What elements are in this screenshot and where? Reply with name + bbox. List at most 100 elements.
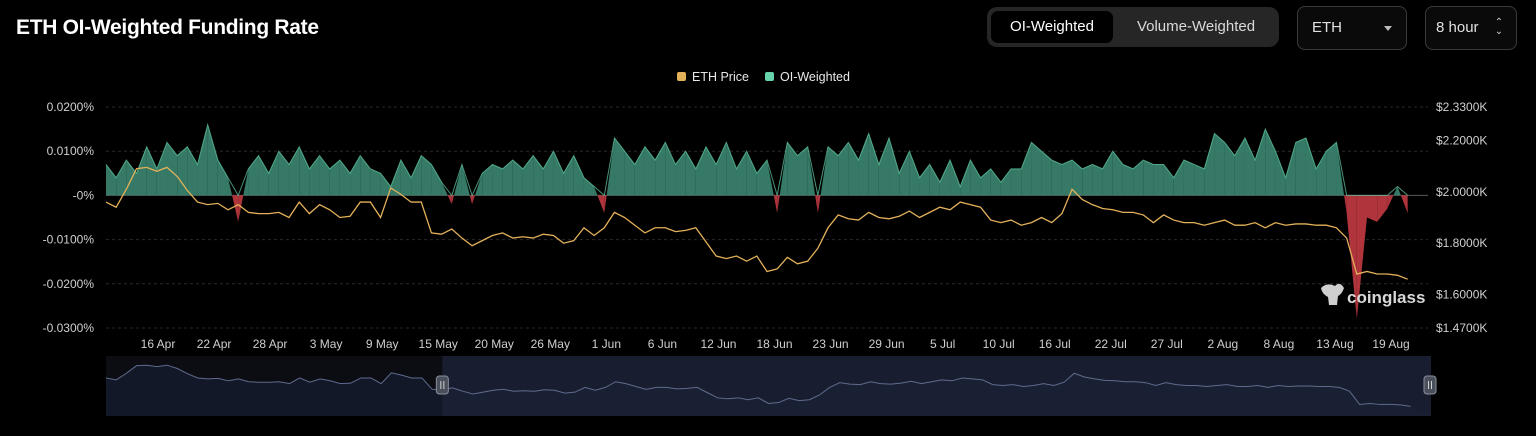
- funding-positive-segment: [1183, 160, 1195, 196]
- navigator-right-handle[interactable]: [1423, 375, 1437, 395]
- page-title: ETH OI-Weighted Funding Rate: [16, 16, 319, 39]
- funding-positive-segment: [1326, 142, 1337, 196]
- funding-negative-segment: [451, 195, 455, 205]
- funding-positive-segment: [512, 160, 523, 196]
- x-tick-label: 20 May: [475, 337, 514, 351]
- funding-positive-segment: [1244, 137, 1256, 196]
- funding-negative-segment: [773, 195, 778, 214]
- x-tick-label: 1 Jun: [592, 337, 621, 351]
- funding-positive-segment: [807, 146, 816, 196]
- funding-positive-segment: [594, 186, 598, 196]
- funding-positive-segment: [1143, 160, 1154, 196]
- interval-select-value: 8 hour: [1436, 19, 1479, 36]
- funding-positive-segment: [1112, 151, 1123, 196]
- funding-positive-segment: [848, 142, 859, 196]
- legend: ETH Price OI-Weighted: [677, 70, 850, 84]
- funding-positive-segment: [1021, 142, 1032, 196]
- funding-negative-segment: [1356, 195, 1367, 320]
- funding-positive-segment: [909, 151, 920, 196]
- grid: [106, 106, 1428, 329]
- funding-positive-segment: [736, 151, 747, 196]
- funding-positive-segment: [1133, 160, 1144, 196]
- volume-weighted-tab[interactable]: Volume-Weighted: [1136, 18, 1256, 35]
- left-tick-label: 0.0200%: [47, 100, 95, 114]
- funding-positive-segment: [1102, 151, 1113, 196]
- x-tick-label: 22 Apr: [197, 337, 232, 351]
- funding-positive-segment: [136, 146, 147, 196]
- funding-positive-segment: [177, 146, 188, 196]
- funding-positive-segment: [970, 160, 981, 196]
- oi-weighted-tab[interactable]: OI-Weighted: [991, 11, 1113, 43]
- funding-positive-segment: [207, 124, 218, 196]
- right-tick-label: $1.6000K: [1436, 288, 1487, 302]
- funding-positive-segment: [929, 164, 940, 196]
- funding-positive-segment: [329, 160, 340, 196]
- funding-negative-segment: [817, 195, 821, 214]
- funding-positive-segment: [1336, 142, 1345, 196]
- funding-negative-segment: [1387, 195, 1394, 209]
- legend-swatch-eth-price: [677, 72, 686, 81]
- funding-negative-segment: [1366, 195, 1378, 222]
- funding-positive-segment: [431, 164, 442, 196]
- funding-positive-segment: [705, 146, 717, 196]
- handle-grip[interactable]: [1423, 375, 1437, 395]
- x-tick-label: 9 May: [366, 337, 399, 351]
- funding-positive-segment: [1122, 164, 1134, 196]
- funding-positive-segment: [1305, 137, 1317, 196]
- funding-positive-segment: [228, 177, 233, 196]
- funding-positive-segment: [726, 142, 737, 196]
- funding-positive-segment: [787, 142, 798, 196]
- funding-positive-segment: [685, 151, 696, 196]
- up-down-chevron-icon: ⌃ ⌄: [1494, 17, 1504, 37]
- x-tick-label: 13 Aug: [1316, 337, 1353, 351]
- funding-positive-segment: [838, 142, 849, 196]
- watermark-text: coinglass: [1347, 288, 1425, 307]
- funding-positive-segment: [533, 155, 544, 196]
- funding-positive-segment: [939, 160, 951, 196]
- funding-positive-segment: [878, 137, 890, 196]
- x-tick-label: 8 Aug: [1264, 337, 1295, 351]
- funding-positive-segment: [400, 160, 412, 196]
- weighting-toggle: OI-Weighted Volume-Weighted: [987, 7, 1279, 47]
- eth-price-series: [105, 166, 1408, 280]
- x-tick-label: 16 Jul: [1039, 337, 1071, 351]
- funding-positive-segment: [1234, 137, 1245, 196]
- funding-positive-segment: [573, 155, 584, 196]
- funding-negative-segment: [447, 195, 452, 205]
- x-tick-label: 12 Jun: [700, 337, 736, 351]
- funding-positive-segment: [553, 151, 564, 196]
- funding-positive-segment: [899, 151, 910, 196]
- funding-positive-segment: [828, 146, 839, 196]
- x-tick-label: 16 Apr: [141, 337, 176, 351]
- funding-positive-segment: [197, 124, 208, 196]
- x-tick-label: 18 Jun: [756, 337, 792, 351]
- funding-positive-segment: [502, 160, 513, 196]
- funding-positive-segment: [1255, 129, 1266, 196]
- funding-positive-segment: [990, 168, 1001, 196]
- left-tick-label: -0.0200%: [43, 277, 95, 291]
- funding-positive-segment: [474, 173, 483, 196]
- funding-positive-segment: [360, 155, 371, 196]
- interval-select[interactable]: 8 hour ⌃ ⌄: [1425, 6, 1517, 50]
- range-navigator[interactable]: [105, 356, 1437, 416]
- funding-negative-segment: [1377, 195, 1388, 222]
- right-tick-label: $2.3300K: [1436, 100, 1487, 114]
- legend-label-eth-price[interactable]: ETH Price: [692, 70, 749, 84]
- left-tick-label: 0.0100%: [47, 144, 95, 158]
- navigator-left-handle[interactable]: [435, 375, 449, 395]
- funding-positive-segment: [268, 151, 279, 196]
- coinglass-logo-icon: [1321, 283, 1344, 305]
- handle-grip[interactable]: [435, 375, 449, 395]
- funding-positive-segment: [543, 151, 554, 196]
- funding-positive-segment: [1295, 137, 1306, 196]
- funding-positive-segment: [1224, 142, 1235, 196]
- legend-label-oi-weighted[interactable]: OI-Weighted: [780, 70, 850, 84]
- funding-positive-segment: [1061, 160, 1073, 196]
- asset-select[interactable]: ETH: [1297, 6, 1407, 50]
- funding-positive-segment: [217, 160, 229, 196]
- funding-positive-segment: [248, 155, 259, 196]
- funding-positive-segment: [339, 160, 351, 196]
- funding-positive-segment: [1393, 186, 1398, 196]
- legend-swatch-oi-weighted: [765, 72, 774, 81]
